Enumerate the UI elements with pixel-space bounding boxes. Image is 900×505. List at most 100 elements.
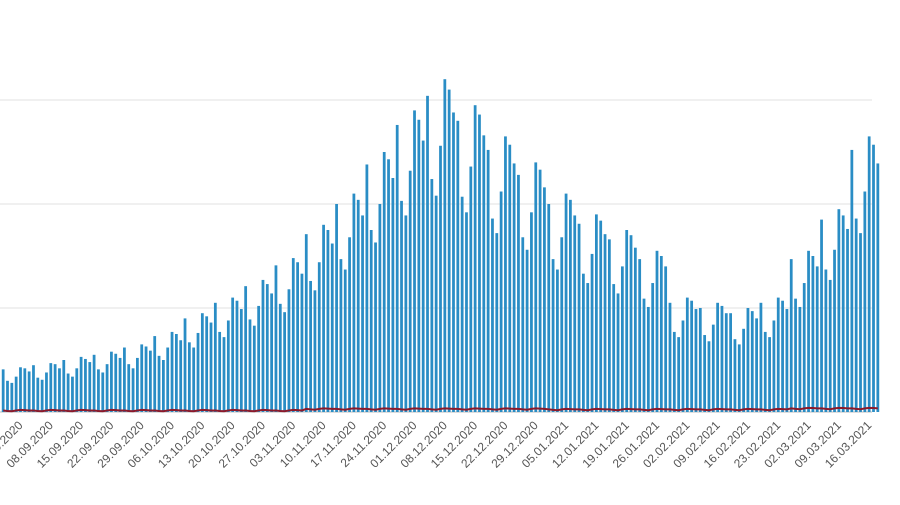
bar (629, 235, 633, 412)
bar (231, 297, 235, 412)
bar (781, 300, 784, 412)
bar (19, 367, 22, 412)
bar (633, 247, 637, 412)
bar (283, 312, 287, 412)
bar (724, 313, 728, 412)
bar (655, 250, 659, 412)
bar (434, 195, 438, 412)
bar (525, 249, 529, 412)
bar (603, 234, 607, 412)
bar (672, 331, 676, 412)
bar (395, 124, 399, 413)
bar (114, 353, 118, 412)
bar (244, 286, 248, 412)
bar (361, 215, 364, 412)
bar (149, 350, 152, 412)
bar (854, 218, 858, 412)
bar (71, 376, 74, 412)
bar (846, 228, 849, 412)
bar (309, 280, 312, 412)
bar (1, 369, 5, 412)
bar (157, 355, 161, 412)
bar (499, 191, 503, 412)
bar (97, 369, 100, 412)
bar (123, 347, 126, 412)
bar (681, 320, 685, 412)
bar (876, 163, 880, 412)
bar (850, 149, 854, 413)
bar (140, 344, 144, 412)
bar (486, 149, 490, 413)
bar (833, 249, 836, 412)
bar (569, 199, 572, 412)
bar (642, 298, 646, 412)
bar (677, 337, 681, 412)
bar (859, 233, 862, 412)
bar (118, 357, 122, 412)
bar (218, 331, 222, 412)
bar (802, 283, 806, 412)
bar (79, 356, 83, 412)
bar (737, 344, 741, 412)
bar (196, 332, 200, 412)
bar (504, 136, 507, 412)
bar (205, 316, 209, 412)
bar (582, 273, 585, 412)
bar (192, 347, 196, 412)
bar (789, 259, 793, 412)
bar (213, 302, 217, 412)
bar (58, 368, 61, 412)
bar (209, 322, 213, 412)
bar (378, 204, 382, 412)
bar (374, 242, 377, 412)
bar (222, 337, 226, 412)
bar (261, 279, 265, 412)
bar (66, 373, 70, 412)
bar (564, 193, 568, 412)
bar (794, 298, 797, 412)
bar (235, 300, 239, 412)
bar (556, 269, 559, 412)
bar (538, 169, 542, 412)
bar (356, 199, 360, 412)
bar (703, 335, 707, 412)
bar (482, 135, 486, 413)
bar (343, 269, 347, 412)
bar (408, 170, 412, 412)
bar (387, 159, 390, 412)
bar (369, 230, 373, 412)
bar (105, 364, 109, 412)
bar (131, 368, 135, 412)
bar (742, 328, 745, 412)
bar (417, 119, 421, 412)
bar (607, 239, 611, 412)
bar (755, 318, 758, 412)
bar (625, 230, 629, 412)
bar (300, 273, 304, 412)
bar (733, 339, 737, 412)
bar (707, 341, 711, 412)
bar (45, 372, 48, 412)
bar (161, 360, 165, 412)
bar (27, 371, 31, 412)
bar (586, 283, 590, 412)
bar (828, 279, 832, 412)
bar (841, 215, 845, 412)
bar (837, 209, 841, 412)
bar (127, 364, 131, 412)
bar (200, 313, 204, 412)
bar (421, 140, 425, 412)
bar (763, 331, 767, 412)
bar (252, 325, 256, 412)
bar (534, 162, 538, 412)
bar (179, 340, 183, 412)
bar (551, 259, 555, 412)
bar (811, 256, 815, 412)
bar (49, 363, 53, 412)
bar (110, 351, 113, 412)
bar (330, 243, 334, 412)
bar (872, 144, 875, 412)
bar (530, 212, 533, 412)
bar (317, 262, 321, 412)
